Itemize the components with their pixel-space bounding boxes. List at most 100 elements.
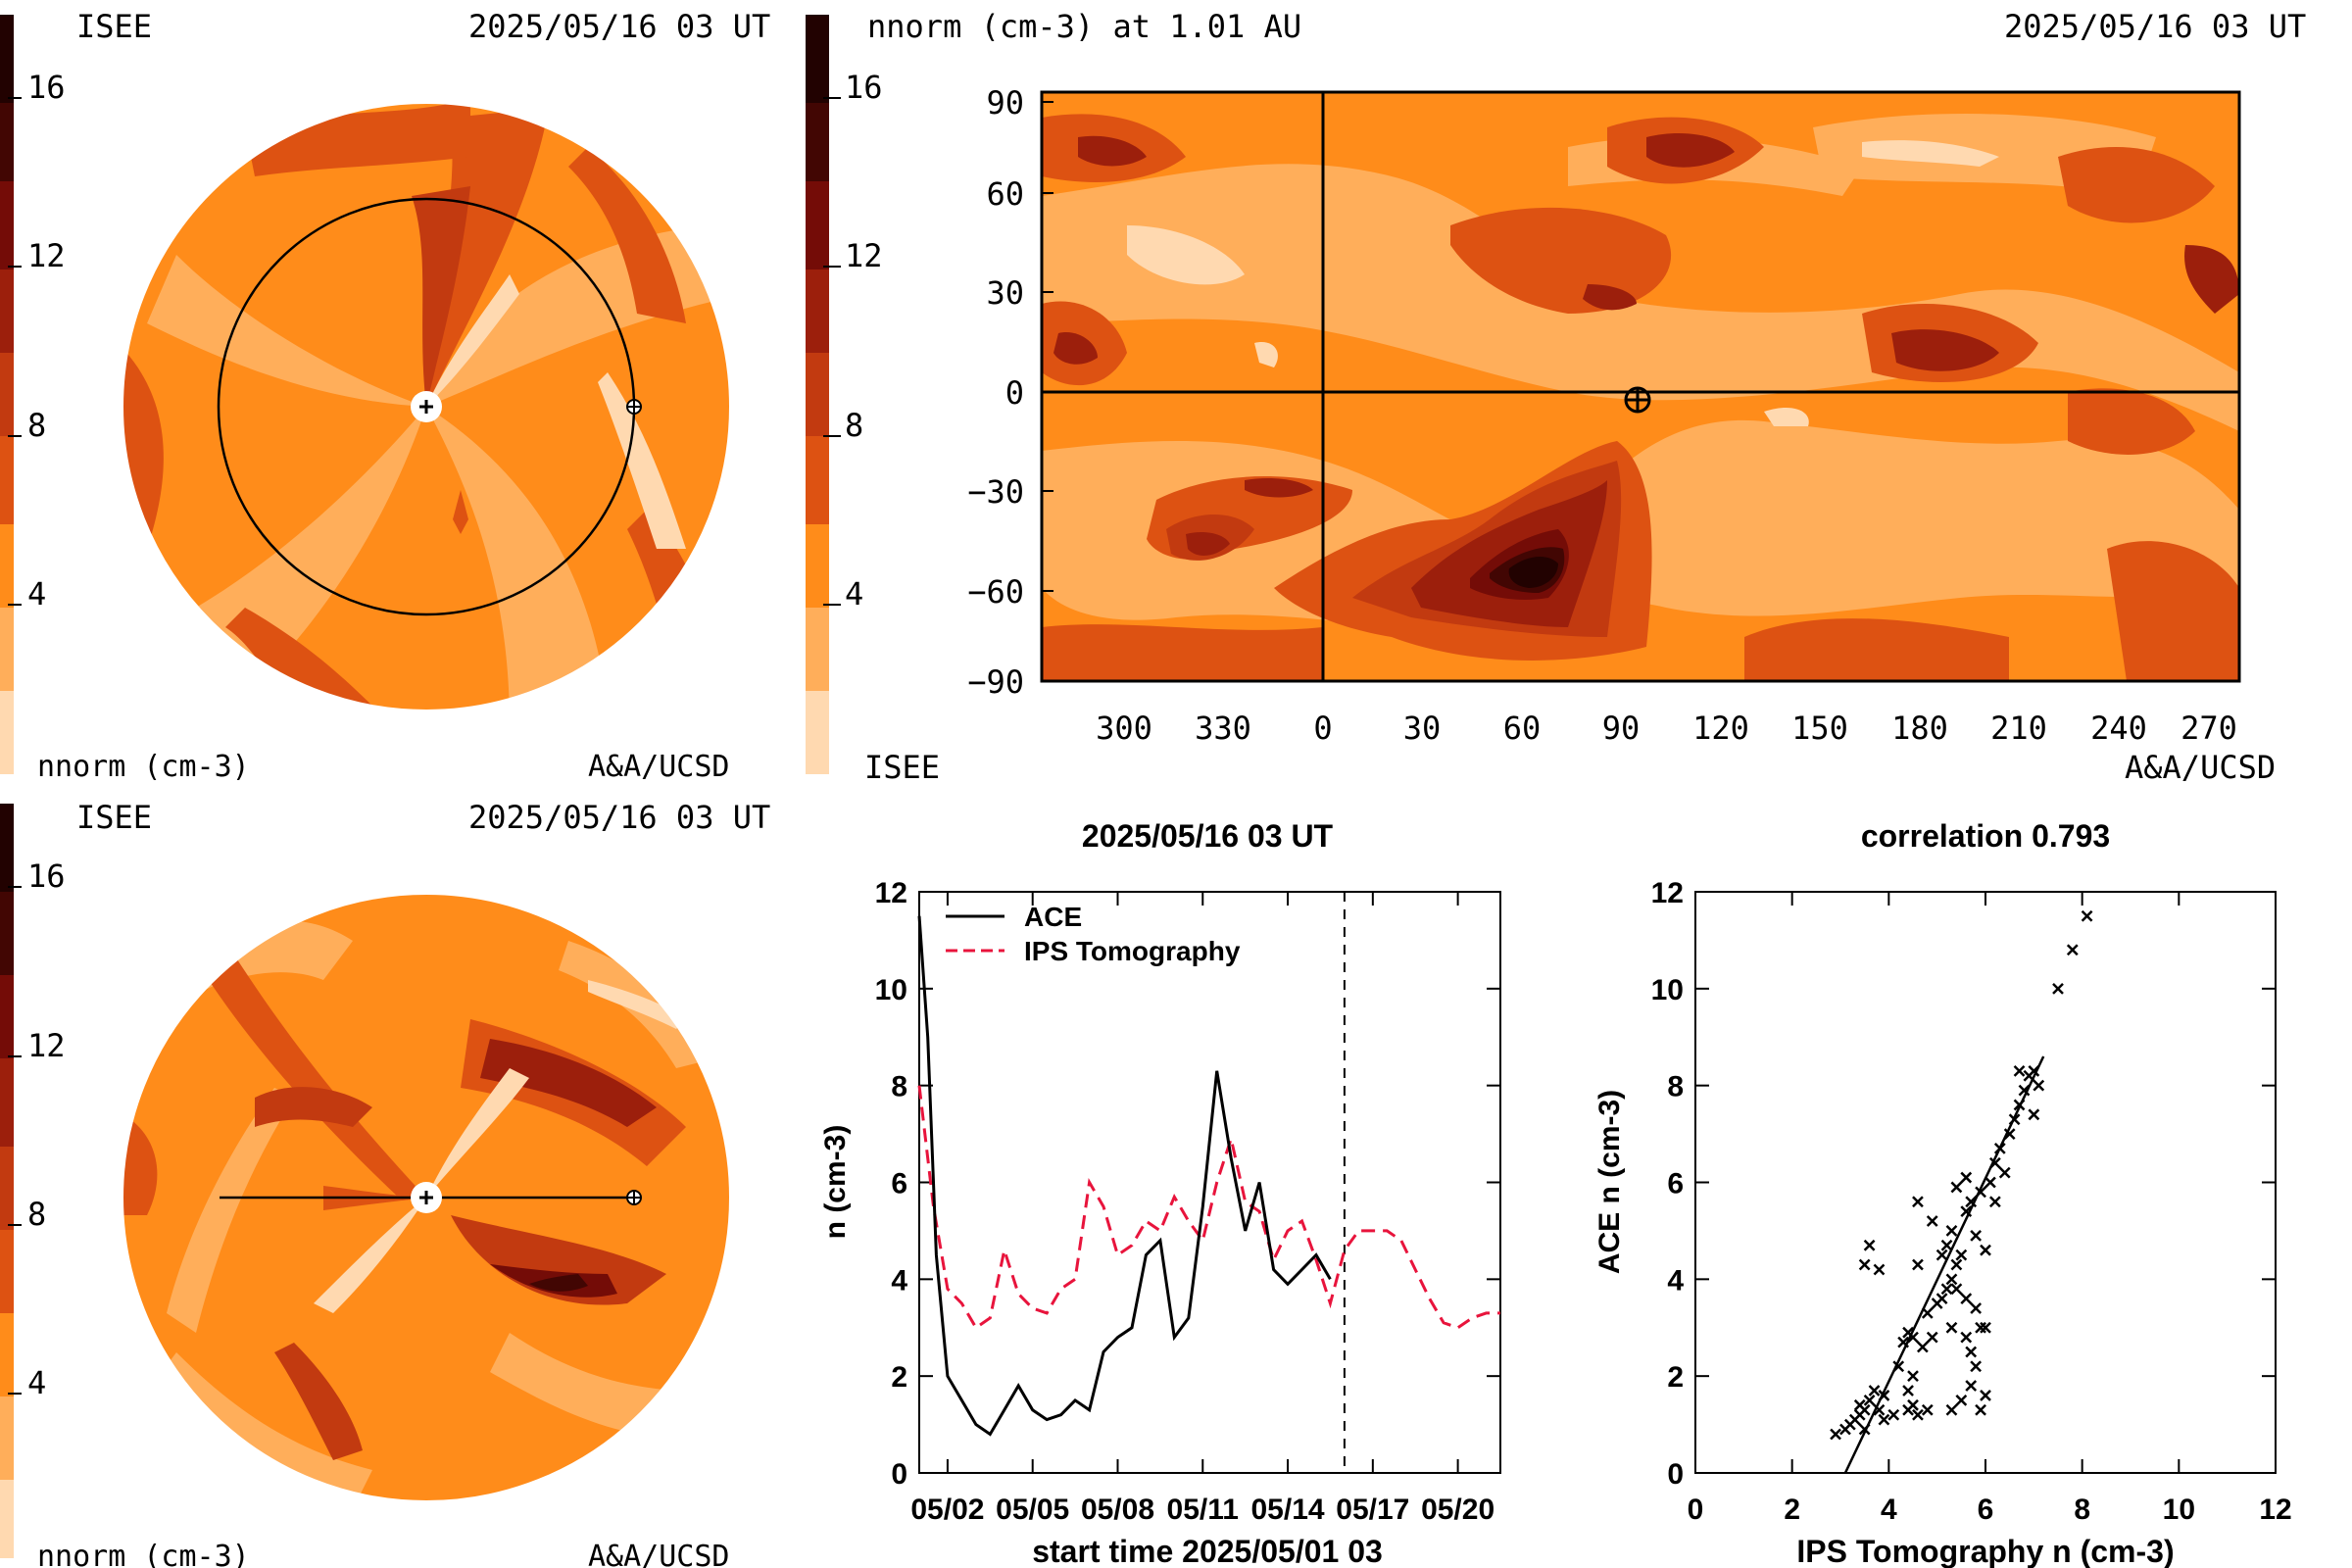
scatter-point <box>1858 1423 1871 1436</box>
x-tick-label: 270 <box>2180 710 2237 747</box>
density-disk-top <box>122 103 730 710</box>
scatter-point <box>1945 1225 1958 1237</box>
scatter-point <box>1975 1186 1986 1199</box>
scatter-point <box>1830 1428 1841 1441</box>
credit-label: A&A/UCSD <box>588 750 730 784</box>
x-tick-label: 05/14 <box>1251 1494 1325 1526</box>
scatter-point <box>1940 1283 1953 1296</box>
scatter-point-stroke <box>1878 1413 1890 1426</box>
scatter-point-stroke <box>1878 1390 1890 1401</box>
y-tick-label: 12 <box>875 877 907 909</box>
colorbar-tick-16: 16 <box>845 69 883 106</box>
y-tick-label: 8 <box>1667 1071 1684 1103</box>
scatter-point-stroke <box>1926 1331 1938 1344</box>
scatter-point <box>2028 1108 2040 1121</box>
x-tick-label: 05/11 <box>1167 1494 1239 1526</box>
scatter-point-stroke <box>1907 1370 1919 1383</box>
scatter-point-stroke <box>1955 1394 1968 1406</box>
x-tick-label: 0 <box>1688 1494 1704 1526</box>
scatter-point <box>2081 909 2093 922</box>
scatter-point-stroke <box>1873 1263 1886 1276</box>
colorbar-map: 16 12 8 4 <box>806 15 883 774</box>
x-tick-label: 300 <box>1096 710 1152 747</box>
scatter-point <box>1960 1205 1973 1218</box>
scatter-point <box>1892 1360 1905 1373</box>
scatter-point <box>2003 1128 2016 1140</box>
y-tick-label: 4 <box>891 1264 907 1297</box>
scatter-point <box>1950 1283 1963 1296</box>
colorbar-tick-12: 12 <box>845 237 883 274</box>
scatter-frame <box>1694 891 2277 1474</box>
scatter-point-stroke <box>2028 1064 2040 1077</box>
scatter-point-stroke <box>1970 1302 1983 1314</box>
scatter-point-stroke <box>1945 1321 1958 1334</box>
scatter-point-stroke <box>1980 1390 1991 1401</box>
scatter-point-stroke <box>2066 944 2079 956</box>
scatter-point <box>1965 1196 1978 1208</box>
scatter-point-stroke <box>1853 1398 1866 1411</box>
scatter-point <box>2052 982 2064 995</box>
scatter-point-stroke <box>1980 1321 1991 1334</box>
scatter-point-stroke <box>1945 1273 1958 1286</box>
y-tick-label: 2 <box>891 1361 907 1394</box>
org-label: ISEE <box>76 8 152 45</box>
scatter-point <box>1955 1394 1968 1406</box>
scatter-point-stroke <box>1907 1398 1919 1411</box>
scatter-point-stroke <box>1984 1176 1996 1189</box>
scatter-point <box>1897 1336 1910 1348</box>
scatter-point <box>1853 1398 1866 1411</box>
sun-marker <box>411 1182 442 1213</box>
scatter-point-stroke <box>1912 1196 1924 1208</box>
time-series-x-label: start time 2025/05/01 03 <box>1032 1534 1383 1568</box>
scatter-point-stroke <box>1940 1239 1953 1251</box>
scatter-point-stroke <box>2033 1079 2045 1092</box>
scatter-point-stroke <box>1980 1244 1991 1256</box>
scatter-point <box>2008 1113 2021 1126</box>
scatter-point <box>1878 1413 1890 1426</box>
scatter-point <box>1878 1390 1890 1401</box>
scatter-point <box>1988 1196 2001 1208</box>
x-tick-label: 05/02 <box>910 1494 984 1526</box>
time-series-x-axis: 05/02 05/05 05/08 05/11 05/14 05/17 05/20 <box>910 892 1494 1526</box>
scatter-point-stroke <box>1873 1403 1886 1416</box>
x-tick-label: 30 <box>1403 710 1442 747</box>
colorbar-tick-12: 12 <box>27 1027 66 1064</box>
colorbar-tick-8: 8 <box>27 1196 46 1233</box>
y-tick-label: −90 <box>967 663 1024 701</box>
scatter-point <box>1980 1390 1991 1401</box>
x-tick-label: 210 <box>1990 710 2047 747</box>
scatter-point-stroke <box>1863 1239 1876 1251</box>
scatter-point-stroke <box>1965 1380 1978 1392</box>
scatter-point <box>1902 1385 1914 1396</box>
x-tick-label: 05/20 <box>1421 1494 1494 1526</box>
colorbar-tick-4: 4 <box>845 575 863 612</box>
scatter-point-stroke <box>1950 1258 1963 1271</box>
scatter-point <box>1945 1321 1958 1334</box>
scatter-point <box>1998 1166 2011 1179</box>
scatter-point <box>2028 1064 2040 1077</box>
y-tick-label: 10 <box>1651 974 1684 1006</box>
scatter-point <box>1970 1302 1983 1314</box>
y-tick-label: −60 <box>967 573 1024 611</box>
legend-label-ips: IPS Tomography <box>1024 936 1241 966</box>
scatter-point-stroke <box>1907 1331 1919 1344</box>
map-x-axis: 300 330 0 30 60 90 120 150 180 210 240 2… <box>1096 710 2237 747</box>
scatter-point-stroke <box>1970 1229 1983 1242</box>
scatter-point <box>1993 1143 2006 1154</box>
scatter-point-stroke <box>1960 1205 1973 1218</box>
x-tick-label: 6 <box>1978 1494 1994 1526</box>
scatter-point-stroke <box>1912 1408 1924 1421</box>
scatter-point <box>1921 1307 1934 1319</box>
scatter-point-stroke <box>2052 982 2064 995</box>
scatter-point <box>1921 1403 1934 1416</box>
scatter-point-stroke <box>2003 1128 2016 1140</box>
scatter-point <box>1970 1229 1983 1242</box>
scatter-point <box>1960 1293 1973 1304</box>
scatter-point-stroke <box>1950 1181 1963 1194</box>
scatter-point-stroke <box>1916 1341 1929 1353</box>
scatter-point-stroke <box>2028 1108 2040 1121</box>
scatter-point-stroke <box>1950 1283 1963 1296</box>
scatter-point <box>1960 1171 1973 1184</box>
scatter-point-stroke <box>1970 1360 1983 1373</box>
scatter-point-stroke <box>1960 1331 1973 1344</box>
